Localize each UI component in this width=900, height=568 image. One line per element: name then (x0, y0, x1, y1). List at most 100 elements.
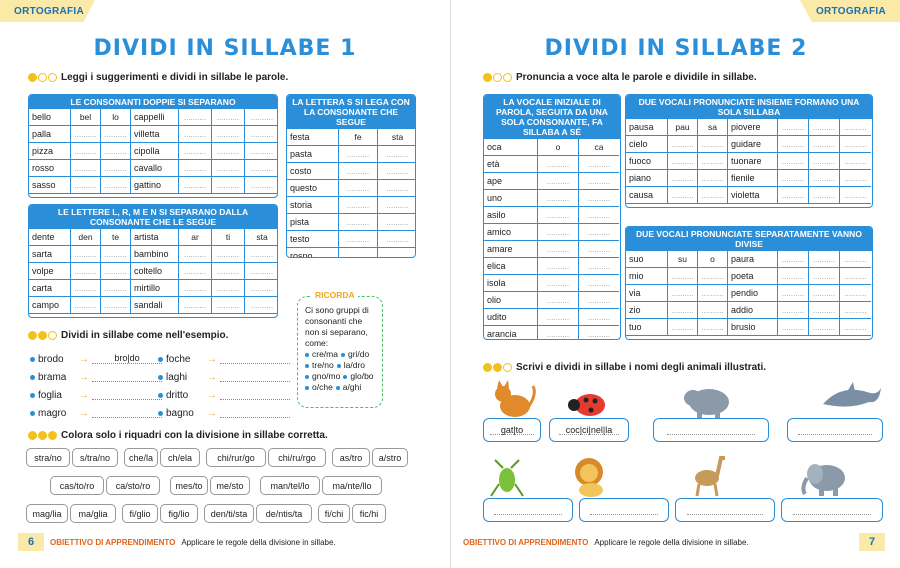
exercise-answer[interactable] (220, 408, 290, 418)
syllable-cell[interactable]: .......... (668, 170, 698, 187)
syllable-cell[interactable]: .......... (101, 126, 131, 143)
syllable-cell[interactable]: .......... (245, 263, 277, 280)
syllable-cell[interactable]: ar (179, 229, 212, 246)
syllable-cell[interactable]: .......... (378, 146, 415, 163)
syllable-choice[interactable]: de/ntis/ta (256, 504, 312, 523)
syllable-cell[interactable]: .......... (339, 146, 378, 163)
syllable-cell[interactable]: .......... (778, 268, 809, 285)
syllable-cell[interactable]: .......... (840, 285, 871, 302)
syllable-choice[interactable]: fi/glio (122, 504, 158, 523)
syllable-cell[interactable]: .......... (538, 156, 579, 173)
syllable-cell[interactable]: .......... (809, 187, 840, 204)
syllable-choice[interactable]: as/tro (332, 448, 370, 467)
syllable-cell[interactable]: .......... (809, 136, 840, 153)
syllable-choice[interactable]: ca/sto/ro (106, 476, 160, 495)
syllable-cell[interactable]: .......... (538, 258, 579, 275)
syllable-cell[interactable]: .......... (809, 285, 840, 302)
syllable-cell[interactable]: ca (579, 139, 619, 156)
syllable-cell[interactable]: .......... (538, 207, 579, 224)
syllable-cell[interactable]: .......... (378, 231, 415, 248)
syllable-choice[interactable]: mag/lia (26, 504, 68, 523)
syllable-cell[interactable]: .......... (71, 160, 101, 177)
syllable-cell[interactable]: .......... (668, 153, 698, 170)
syllable-cell[interactable]: .......... (538, 292, 579, 309)
syllable-cell[interactable]: o (538, 139, 579, 156)
syllable-choice[interactable]: man/tel/lo (260, 476, 320, 495)
syllable-cell[interactable]: .......... (339, 231, 378, 248)
syllable-choice[interactable]: fig/lio (160, 504, 198, 523)
syllable-cell[interactable]: ti (212, 229, 245, 246)
syllable-cell[interactable]: .......... (212, 297, 245, 314)
syllable-cell[interactable]: .......... (245, 280, 277, 297)
syllable-cell[interactable]: .......... (179, 126, 212, 143)
exercise-answer[interactable] (92, 408, 162, 418)
syllable-cell[interactable]: .......... (698, 268, 728, 285)
syllable-cell[interactable]: .......... (778, 251, 809, 268)
exercise-answer[interactable]: bro|do (92, 354, 162, 364)
syllable-choice[interactable]: ma/nte/llo (322, 476, 382, 495)
syllable-choice[interactable]: stra/no (26, 448, 70, 467)
syllable-cell[interactable]: .......... (778, 153, 809, 170)
syllable-cell[interactable]: .......... (71, 126, 101, 143)
syllable-cell[interactable]: .......... (809, 302, 840, 319)
syllable-cell[interactable]: .......... (668, 319, 698, 336)
syllable-choice[interactable]: ch/ela (160, 448, 200, 467)
syllable-cell[interactable]: .......... (809, 268, 840, 285)
syllable-choice[interactable]: ma/glia (70, 504, 116, 523)
syllable-cell[interactable]: .......... (840, 153, 871, 170)
syllable-cell[interactable]: .......... (179, 297, 212, 314)
syllable-choice[interactable]: chi/rur/go (206, 448, 266, 467)
syllable-cell[interactable]: .......... (71, 280, 101, 297)
syllable-cell[interactable]: .......... (71, 263, 101, 280)
syllable-cell[interactable]: .......... (840, 119, 871, 136)
syllable-cell[interactable]: .......... (778, 170, 809, 187)
syllable-cell[interactable]: .......... (579, 224, 619, 241)
syllable-cell[interactable]: .......... (378, 197, 415, 214)
syllable-cell[interactable]: .......... (538, 309, 579, 326)
syllable-choice[interactable]: me/sto (210, 476, 250, 495)
syllable-cell[interactable]: .......... (579, 241, 619, 258)
syllable-cell[interactable]: .......... (778, 302, 809, 319)
syllable-cell[interactable]: .......... (809, 251, 840, 268)
syllable-cell[interactable]: den (71, 229, 101, 246)
syllable-cell[interactable]: .......... (538, 190, 579, 207)
syllable-cell[interactable]: .......... (579, 309, 619, 326)
syllable-cell[interactable]: .......... (809, 170, 840, 187)
syllable-cell[interactable]: .......... (179, 263, 212, 280)
syllable-cell[interactable]: .......... (668, 268, 698, 285)
syllable-cell[interactable]: .......... (179, 160, 212, 177)
syllable-cell[interactable]: .......... (668, 136, 698, 153)
syllable-choice[interactable]: cas/to/ro (50, 476, 104, 495)
syllable-cell[interactable]: .......... (71, 177, 101, 194)
exercise-answer[interactable] (92, 390, 162, 400)
syllable-cell[interactable]: .......... (840, 319, 871, 336)
syllable-cell[interactable]: .......... (245, 297, 277, 314)
syllable-cell[interactable]: .......... (840, 136, 871, 153)
syllable-cell[interactable]: .......... (668, 187, 698, 204)
syllable-cell[interactable]: .......... (840, 187, 871, 204)
syllable-cell[interactable]: .......... (698, 136, 728, 153)
syllable-cell[interactable]: .......... (579, 292, 619, 309)
syllable-cell[interactable]: .......... (840, 170, 871, 187)
syllable-cell[interactable]: .......... (212, 177, 245, 194)
syllable-cell[interactable]: .......... (778, 319, 809, 336)
animal-answer-1[interactable]: gat|to (483, 418, 541, 442)
syllable-cell[interactable]: .......... (212, 160, 245, 177)
syllable-cell[interactable]: .......... (179, 143, 212, 160)
syllable-cell[interactable]: .......... (101, 160, 131, 177)
syllable-cell[interactable]: .......... (179, 177, 212, 194)
syllable-cell[interactable]: .......... (579, 156, 619, 173)
syllable-cell[interactable]: .......... (179, 246, 212, 263)
syllable-cell[interactable]: te (101, 229, 131, 246)
syllable-choice[interactable]: a/stro (372, 448, 408, 467)
syllable-cell[interactable]: .......... (840, 302, 871, 319)
syllable-cell[interactable]: .......... (698, 153, 728, 170)
syllable-cell[interactable]: .......... (71, 143, 101, 160)
syllable-cell[interactable]: .......... (778, 119, 809, 136)
exercise-answer[interactable] (92, 372, 162, 382)
syllable-cell[interactable]: .......... (212, 126, 245, 143)
syllable-cell[interactable]: .......... (378, 180, 415, 197)
syllable-cell[interactable]: .......... (71, 297, 101, 314)
syllable-cell[interactable]: .......... (809, 319, 840, 336)
syllable-cell[interactable]: .......... (212, 263, 245, 280)
